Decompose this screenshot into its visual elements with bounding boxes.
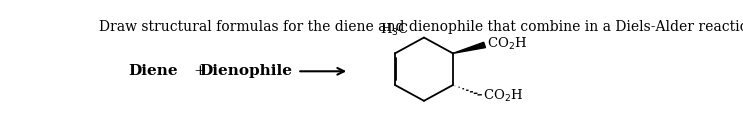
Text: Draw structural formulas for the diene and dienophile that combine in a Diels-Al: Draw structural formulas for the diene a… <box>99 20 743 34</box>
Text: CO$_2$H: CO$_2$H <box>487 36 528 52</box>
Text: Diene: Diene <box>129 64 178 78</box>
Text: +: + <box>193 64 206 78</box>
Polygon shape <box>453 42 485 53</box>
Text: CO$_2$H: CO$_2$H <box>483 88 523 104</box>
Text: H$_3$C: H$_3$C <box>380 22 409 38</box>
Text: Dienophile: Dienophile <box>199 64 292 78</box>
